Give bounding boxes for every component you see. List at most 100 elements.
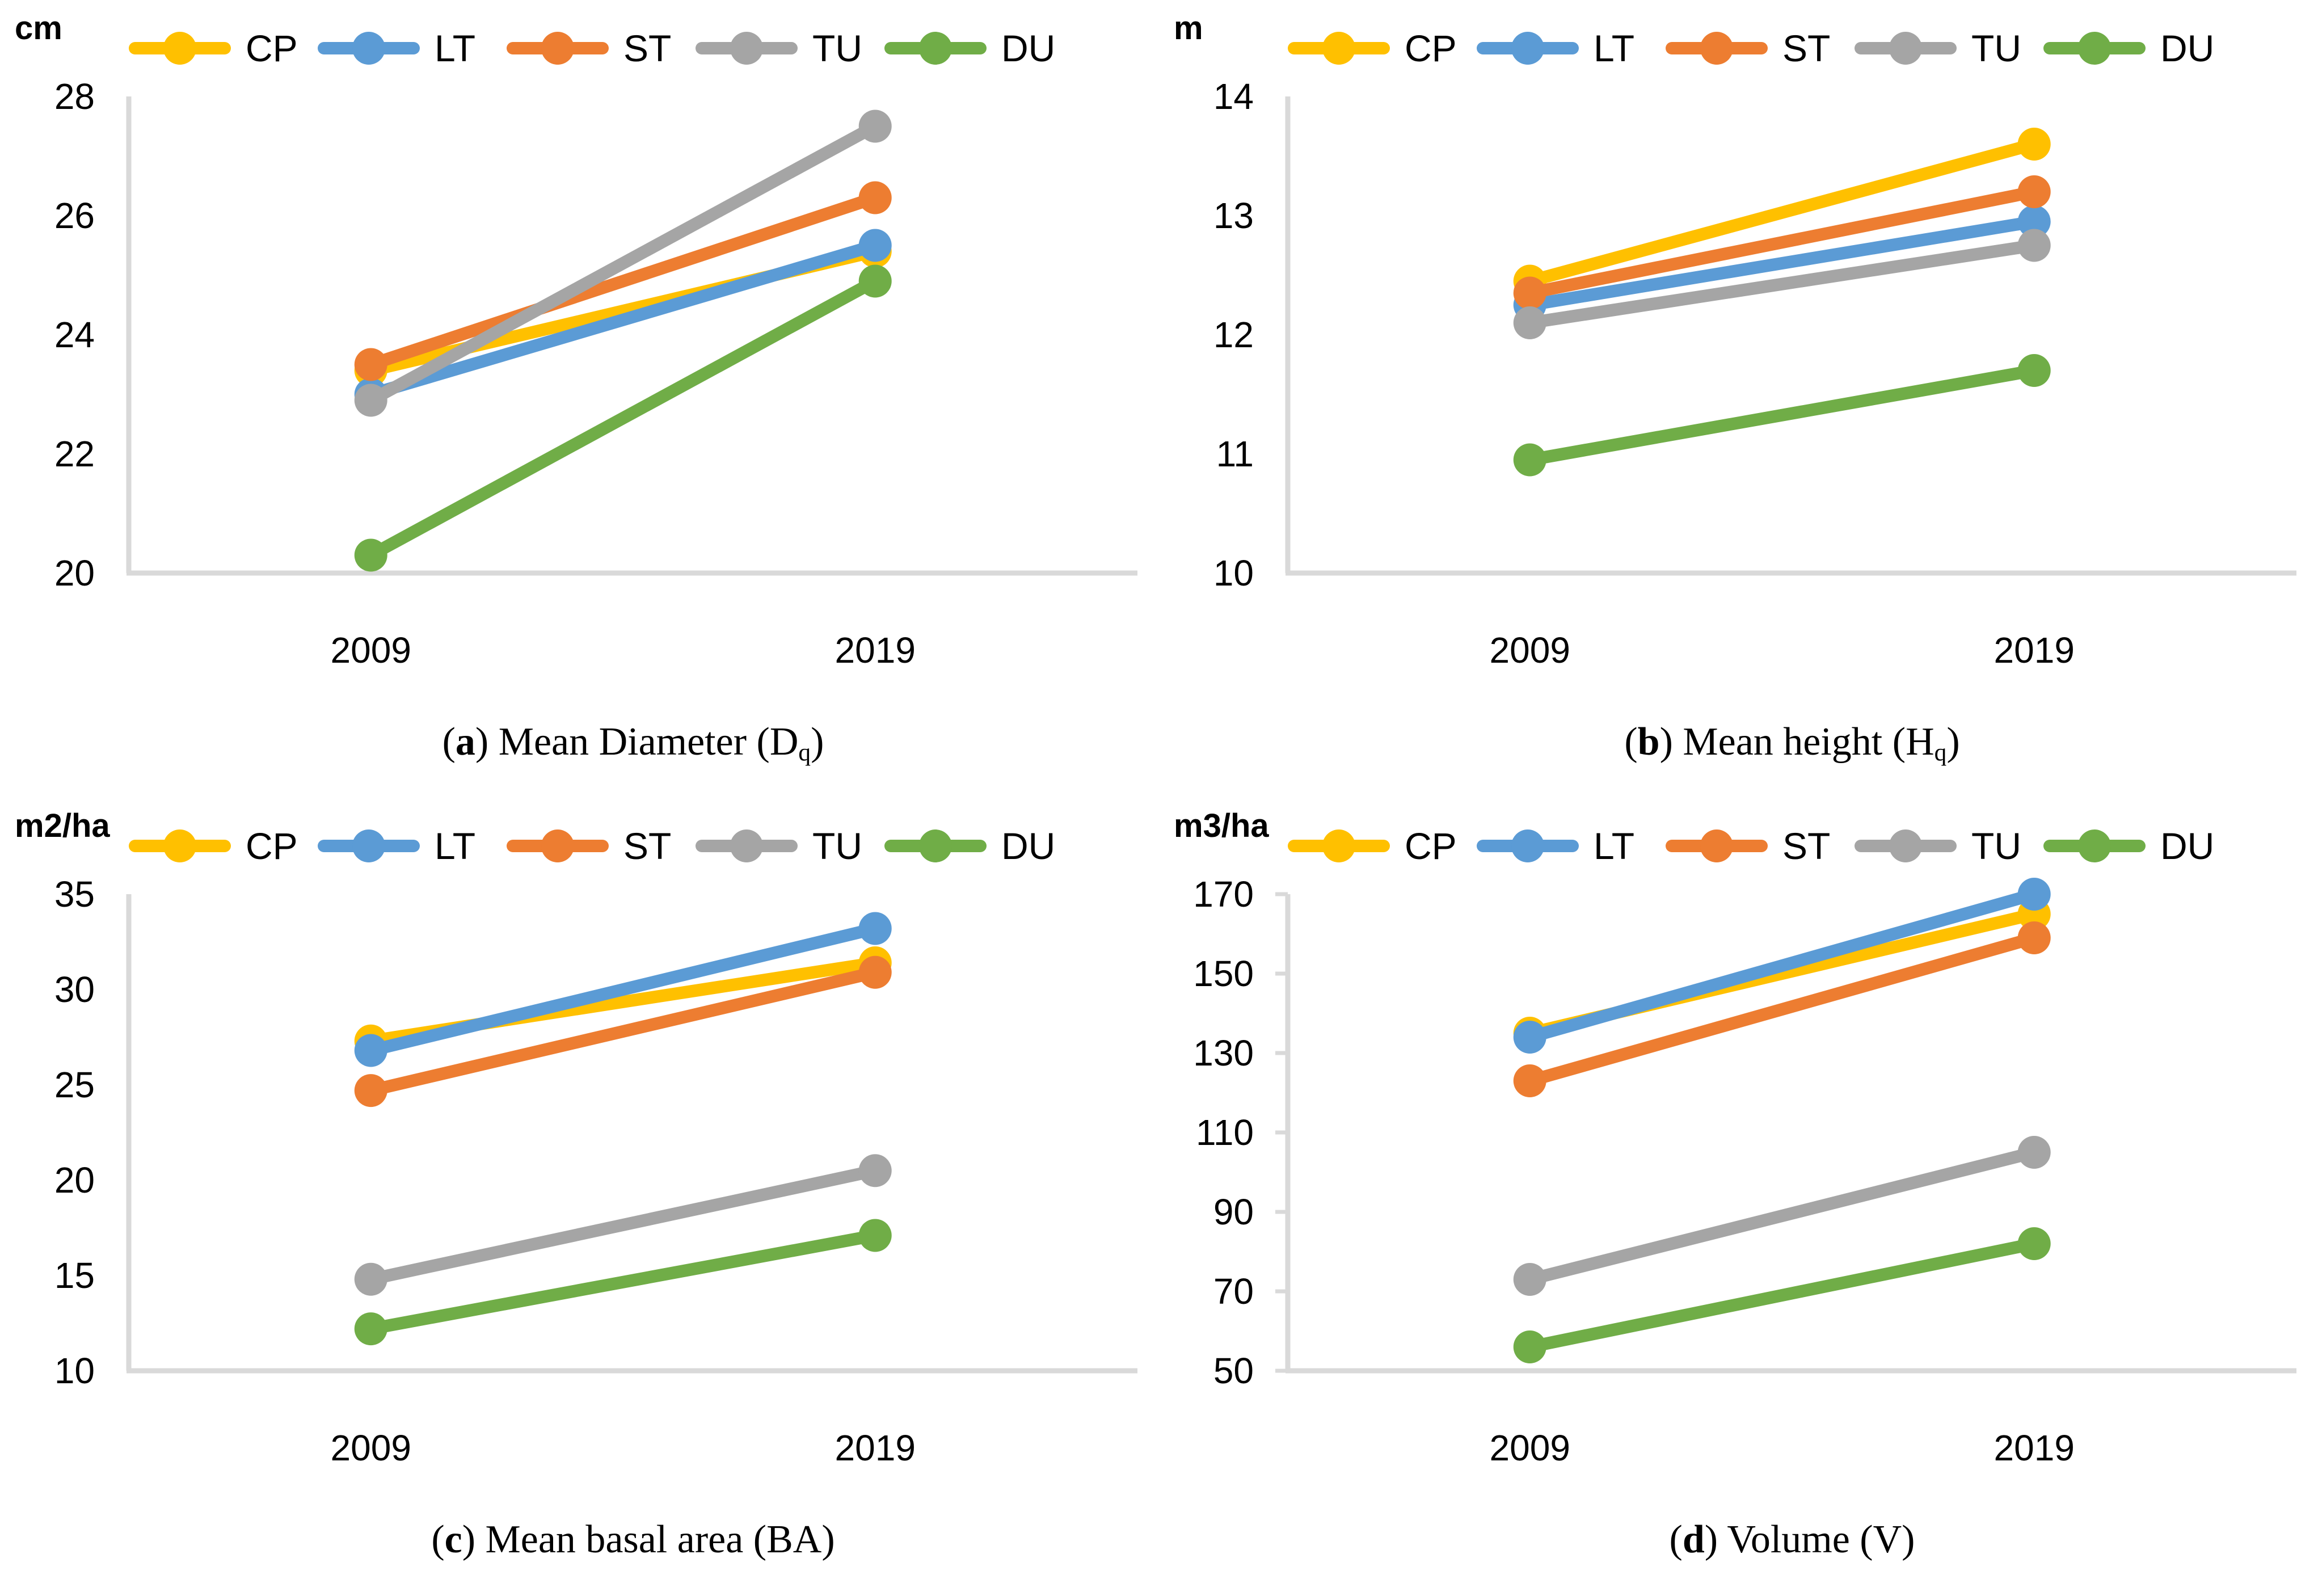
y-tick-label: 26 <box>54 195 95 236</box>
series-line-LT <box>364 922 882 1057</box>
legend-dot-icon <box>1700 829 1733 862</box>
legend-item-ST: ST <box>507 825 696 867</box>
y-tick-label: 110 <box>1196 1112 1254 1153</box>
series-line-TU <box>364 1164 882 1286</box>
legend-item-TU: TU <box>696 27 884 69</box>
legend-label: CP <box>246 27 298 69</box>
legend-item-CP: CP <box>129 27 318 69</box>
legend-dot-icon <box>1511 829 1544 862</box>
data-point-LT-2019 <box>2017 205 2051 238</box>
legend-dot-icon <box>352 32 385 65</box>
caption-tail: ) <box>1946 720 1960 764</box>
legend-dot-icon <box>352 829 385 862</box>
panel-mean-diameter: cm CP LT ST TU DU 28 26 24 22 20 2009 2019 (a) Mea… <box>0 0 1159 798</box>
legend-item-DU: DU <box>884 827 1073 865</box>
legend-marker-icon <box>1477 829 1579 862</box>
legend-dot-icon <box>163 32 196 65</box>
series-line-DU <box>364 275 882 562</box>
legend-marker-icon <box>2043 32 2146 65</box>
legend-dot-icon <box>730 32 763 65</box>
data-point-DU-2019 <box>858 264 892 298</box>
caption-text: Volume (V) <box>1727 1518 1915 1561</box>
legend-item-CP: CP <box>1288 30 1477 67</box>
legend-item-DU: DU <box>2043 827 2232 865</box>
legend-dot-icon <box>1322 32 1355 65</box>
series-line-LT <box>1523 888 2041 1043</box>
legend-item-DU: DU <box>884 30 1073 67</box>
y-tick-label: 24 <box>54 314 95 355</box>
caption-tail: ) <box>811 720 824 764</box>
y-tick-label: 20 <box>54 553 95 593</box>
legend-marker-icon <box>1855 32 1957 65</box>
legend-label: CP <box>1405 825 1457 867</box>
series-line-ST <box>1523 932 2041 1087</box>
legend-dot-icon <box>1322 829 1355 862</box>
panel-caption: (d) Volume (V) <box>1288 1517 2296 1563</box>
x-tick-label: 2019 <box>835 1427 916 1468</box>
y-tick-label: 11 <box>1216 433 1254 474</box>
caption-text: Mean basal area (BA) <box>485 1518 835 1561</box>
y-tick-label: 20 <box>54 1160 95 1201</box>
caption-close-paren: ) <box>1704 1518 1727 1561</box>
legend-dot-icon <box>541 32 574 65</box>
legend-item-LT: LT <box>318 827 507 865</box>
legend-marker-icon <box>129 32 231 65</box>
data-point-ST-2019 <box>858 181 892 214</box>
data-point-TU-2019 <box>858 1154 892 1187</box>
legend-item-DU: DU <box>2043 30 2232 67</box>
data-point-ST-2019 <box>858 955 892 989</box>
line-chart-volume: 170 150 130 110 90 70 50 2009 2019 <box>1193 874 2296 1468</box>
legend-item-TU: TU <box>1855 825 2043 867</box>
data-point-LT-2019 <box>858 912 892 945</box>
y-tick-label: 14 <box>1213 76 1254 117</box>
panel-caption: (a) Mean Diameter (Dq) <box>129 719 1137 766</box>
y-tick-label: 70 <box>1213 1271 1254 1312</box>
y-tick-label: 35 <box>54 874 95 915</box>
legend-marker-icon <box>696 829 798 862</box>
data-point-ST-2009 <box>1513 276 1546 310</box>
legend-dot-icon <box>1889 32 1922 65</box>
legend-dot-icon <box>1889 829 1922 862</box>
caption-text: Mean height (H <box>1683 720 1935 764</box>
legend-label: TU <box>1971 825 2021 867</box>
data-point-DU-2019 <box>2017 354 2051 387</box>
legend-marker-icon <box>1855 829 1957 862</box>
caption-subscript: q <box>1934 738 1947 766</box>
legend-marker-icon <box>507 829 609 862</box>
y-tick-label: 22 <box>54 433 95 474</box>
legend-marker-icon <box>884 32 987 65</box>
legend-marker-icon <box>318 829 420 862</box>
legend-label: TU <box>812 27 862 69</box>
data-point-DU-2009 <box>1513 1330 1546 1363</box>
y-axis-unit-label: m2/ha <box>15 807 110 844</box>
data-point-DU-2009 <box>354 1312 387 1346</box>
series-line-DU <box>1523 364 2041 466</box>
data-point-ST-2009 <box>354 1074 387 1107</box>
y-tick-label: 15 <box>54 1255 95 1296</box>
legend-label: ST <box>1782 825 1831 867</box>
x-tick-label: 2009 <box>1490 1427 1570 1468</box>
legend-marker-icon <box>696 32 798 65</box>
series-line-TU <box>1523 239 2041 329</box>
legend-label: TU <box>812 825 862 867</box>
line-chart-mean-height: 14 13 12 11 10 2009 2019 <box>1213 76 2296 671</box>
x-tick-label: 2019 <box>835 630 916 671</box>
y-tick-label: 150 <box>1193 953 1254 994</box>
caption-text: Mean Diameter (D <box>498 720 799 764</box>
legend-item-TU: TU <box>1855 30 2043 67</box>
data-point-DU-2019 <box>2017 1227 2051 1260</box>
panel-mean-basal-area: m2/ha CP LT ST TU DU 35 30 25 20 15 10 2009 2019 (c… <box>0 798 1159 1595</box>
legend-label: ST <box>623 825 672 867</box>
series-line-TU <box>1523 1146 2041 1286</box>
legend-dot-icon <box>1700 32 1733 65</box>
legend-label: ST <box>1782 27 1831 69</box>
legend-marker-icon <box>1666 32 1768 65</box>
x-tick-label: 2019 <box>1994 1427 2075 1468</box>
legend-marker-icon <box>507 32 609 65</box>
data-point-DU-2009 <box>1513 443 1546 477</box>
series-line-DU <box>1523 1237 2041 1353</box>
legend-marker-icon <box>2043 829 2146 862</box>
y-tick-label: 10 <box>54 1350 95 1391</box>
legend-marker-icon <box>1477 32 1579 65</box>
